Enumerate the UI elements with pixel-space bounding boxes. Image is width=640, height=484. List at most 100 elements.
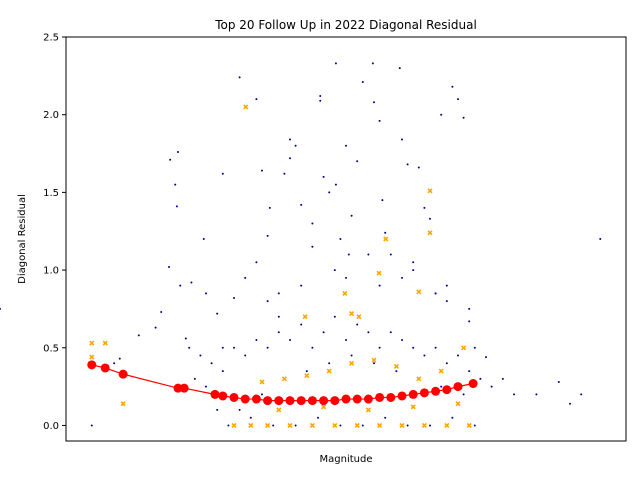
point [179,284,182,287]
point [317,416,319,419]
point [263,396,273,406]
point [205,385,207,388]
point [429,424,431,427]
point [429,217,431,220]
point [294,144,297,147]
point [485,356,487,359]
point [221,172,224,175]
point [255,98,258,101]
point [193,377,196,380]
point [249,416,252,419]
y-tick-label: 2.0 [43,110,59,121]
point [248,422,254,429]
point [154,326,157,329]
point [412,346,415,349]
point [371,357,377,363]
point [535,393,538,396]
point [468,320,471,323]
point [473,424,476,427]
point [120,401,126,407]
point [457,354,459,357]
point [356,323,359,326]
point [375,392,385,402]
point [300,203,303,206]
point [255,339,258,341]
point [231,422,237,429]
point [221,346,224,349]
point [349,311,355,317]
point [389,331,392,334]
point [401,138,403,141]
point [283,172,286,175]
point [330,396,340,406]
point [311,346,314,349]
point [173,383,183,393]
point [399,422,405,429]
point [383,236,389,242]
point [205,292,207,295]
y-tick-label: 1.5 [43,188,59,199]
point [319,396,329,406]
point [319,95,322,98]
point [118,369,128,379]
point [90,424,93,427]
point [569,402,571,405]
point [102,340,108,346]
point [431,386,441,396]
point [423,354,426,357]
point [311,245,314,248]
point [174,183,177,186]
point [378,119,381,122]
point [434,346,437,349]
point [410,404,416,410]
point [87,360,97,370]
point [302,314,308,320]
point [333,269,336,272]
point [240,394,250,404]
point [277,331,280,334]
point [100,363,110,373]
point [199,354,202,357]
point [118,357,121,360]
point [184,337,187,340]
point [339,424,342,427]
point [378,346,381,349]
point [332,422,338,429]
point [202,238,205,240]
point [276,407,282,413]
point [287,422,293,429]
point [356,160,359,163]
point [277,315,280,318]
point [347,253,350,256]
point [289,339,291,341]
point [419,388,429,398]
point [274,396,284,406]
point [365,407,371,413]
point [177,150,179,153]
point [350,354,353,357]
point [398,67,401,70]
point [468,307,471,310]
point [244,354,247,357]
point [501,377,504,380]
point [378,284,381,287]
point [442,385,452,395]
point [160,311,163,314]
point [210,362,213,365]
point [371,62,374,65]
point [169,158,172,161]
point [261,169,263,172]
point [440,385,443,388]
point [440,113,443,116]
point [305,370,308,373]
point [326,368,332,374]
point [243,104,249,110]
point [272,424,275,427]
point [461,345,467,351]
axes-frame [65,36,627,442]
point [373,101,375,104]
point [319,99,322,102]
point [322,175,325,178]
point [416,376,422,382]
